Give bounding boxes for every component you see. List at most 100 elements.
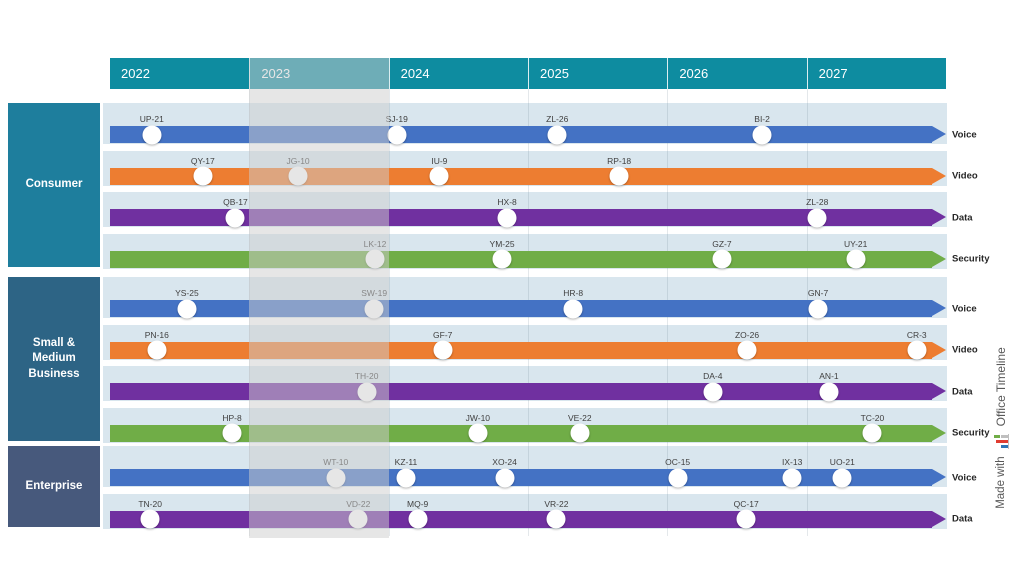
year-header-2022: 2022: [110, 58, 250, 89]
milestone-label-JW-10: JW-10: [465, 412, 491, 423]
milestone-label-GN-7: GN-7: [807, 288, 829, 298]
task-bar-arrowhead: [932, 250, 946, 267]
year-header-2025: 2025: [528, 58, 668, 89]
year-header-2027: 2027: [806, 58, 946, 89]
row-label-video: Video: [952, 344, 978, 356]
task-bar-video: [110, 167, 946, 185]
milestone-marker-KZ-11: [396, 468, 416, 487]
task-bar-arrowhead: [932, 510, 946, 527]
milestone-marker-GZ-7: [712, 249, 732, 269]
milestone-label-DA-4: DA-4: [703, 371, 723, 381]
milestone-marker-QC-17: [736, 509, 756, 529]
lane-label-small-medium-business: Small & Medium Business: [8, 277, 100, 441]
row-label-security: Security: [952, 253, 990, 265]
milestone-marker-YM-25: [492, 249, 512, 269]
highlighted-year-overlay: [249, 58, 389, 538]
milestone-marker-ZL-28: [807, 208, 827, 227]
milestone-label-HX-8: HX-8: [497, 197, 517, 207]
milestone-marker-UY-21: [846, 249, 866, 269]
task-bar-arrowhead: [932, 126, 946, 142]
task-bar-arrowhead: [932, 341, 946, 358]
milestone-label-ZO-26: ZO-26: [734, 329, 760, 340]
milestone-label-SJ-19: SJ-19: [385, 114, 408, 124]
milestone-marker-YS-25: [177, 299, 197, 318]
milestone-label-UP-21: UP-21: [139, 114, 164, 124]
task-bar-arrowhead: [932, 383, 946, 399]
row-label-voice: Voice: [952, 129, 977, 140]
row-label-data: Data: [952, 513, 973, 525]
milestone-label-QY-17: QY-17: [190, 155, 215, 166]
row-label-video: Video: [952, 170, 978, 182]
task-bar-video: [110, 341, 946, 359]
milestone-label-XO-24: XO-24: [492, 457, 517, 467]
watermark-made-with: Made with: [995, 456, 1007, 509]
row-label-security: Security: [952, 427, 990, 439]
milestone-marker-JW-10: [468, 423, 488, 443]
milestone-marker-TN-20: [140, 509, 160, 529]
row-label-data: Data: [952, 212, 973, 223]
row-label-voice: Voice: [952, 303, 977, 314]
task-bar-body: [110, 341, 932, 359]
milestone-label-BI-2: BI-2: [754, 114, 770, 124]
milestone-label-PN-16: PN-16: [144, 329, 169, 340]
watermark: Made with Office Timeline: [988, 328, 1014, 528]
milestone-label-VE-22: VE-22: [568, 412, 592, 423]
watermark-brand: Office Timeline: [994, 347, 1008, 427]
milestone-label-IU-9: IU-9: [431, 155, 448, 166]
milestone-label-YS-25: YS-25: [175, 288, 199, 298]
milestone-label-ZL-26: ZL-26: [546, 114, 569, 124]
milestone-marker-MQ-9: [408, 509, 428, 529]
milestone-marker-IX-13: [782, 468, 802, 487]
milestone-label-QB-17: QB-17: [223, 197, 248, 207]
row-label-data: Data: [952, 386, 973, 397]
task-bar-body: [110, 250, 932, 268]
milestone-label-QC-17: QC-17: [733, 498, 759, 509]
task-bar-body: [110, 126, 932, 143]
milestone-marker-VE-22: [570, 423, 590, 443]
milestone-label-YM-25: YM-25: [489, 238, 515, 249]
task-bar-arrowhead: [932, 167, 946, 184]
milestone-marker-IU-9: [429, 166, 449, 186]
milestone-label-UO-21: UO-21: [829, 457, 855, 467]
milestone-marker-GN-7: [808, 299, 828, 318]
task-bar-security: [110, 250, 946, 268]
milestone-marker-HX-8: [497, 208, 517, 227]
task-bar-arrowhead: [932, 469, 946, 485]
milestone-marker-HR-8: [563, 299, 583, 318]
milestone-label-AN-1: AN-1: [819, 371, 839, 381]
milestone-marker-SJ-19: [387, 125, 407, 144]
task-bar-body: [110, 510, 932, 528]
milestone-marker-QY-17: [193, 166, 213, 186]
task-bar-data: [110, 510, 946, 528]
milestone-label-IX-13: IX-13: [782, 457, 803, 467]
milestone-marker-TC-20: [862, 423, 882, 443]
milestone-label-OC-15: OC-15: [665, 457, 691, 467]
milestone-label-GZ-7: GZ-7: [712, 238, 732, 249]
milestone-label-VR-22: VR-22: [544, 498, 569, 509]
milestone-label-ZL-28: ZL-28: [806, 197, 829, 207]
milestone-label-TC-20: TC-20: [860, 412, 885, 423]
milestone-label-UY-21: UY-21: [844, 238, 868, 249]
milestone-label-HR-8: HR-8: [563, 288, 584, 298]
milestone-marker-QB-17: [225, 208, 245, 227]
lane-label-enterprise: Enterprise: [8, 446, 100, 527]
task-bar-body: [110, 469, 932, 486]
task-bar-arrowhead: [932, 424, 946, 441]
lane-label-consumer: Consumer: [8, 103, 100, 267]
milestone-label-KZ-11: KZ-11: [394, 457, 418, 467]
year-header-2024: 2024: [388, 58, 528, 89]
milestone-label-CR-3: CR-3: [906, 329, 927, 340]
row-label-voice: Voice: [952, 472, 977, 483]
milestone-marker-AN-1: [819, 382, 839, 401]
milestone-marker-BI-2: [752, 125, 772, 144]
milestone-marker-CR-3: [907, 340, 927, 360]
milestone-marker-ZO-26: [737, 340, 757, 360]
milestone-marker-ZL-26: [547, 125, 567, 144]
task-bar-voice: [110, 126, 946, 143]
milestone-label-TN-20: TN-20: [138, 498, 162, 509]
milestone-marker-DA-4: [703, 382, 723, 401]
milestone-marker-OC-15: [668, 468, 688, 487]
task-bar-body: [110, 167, 932, 185]
milestone-marker-UO-21: [832, 468, 852, 487]
